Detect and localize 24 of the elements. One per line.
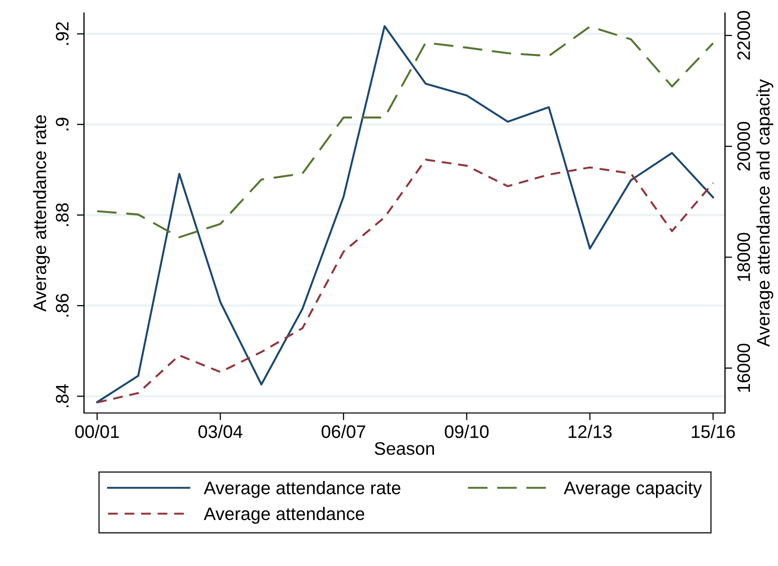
y2-tick-label: 18000 xyxy=(737,232,750,281)
y-tick-label: .84 xyxy=(56,384,69,408)
legend-label: Average attendance xyxy=(204,506,364,524)
legend-label: Average capacity xyxy=(564,481,702,498)
x-tick-label: 15/16 xyxy=(692,424,735,438)
line-series xyxy=(96,158,714,404)
x-tick-label: 03/04 xyxy=(198,424,242,438)
x-tick-label: 12/13 xyxy=(568,424,612,438)
y-tick-label: .92 xyxy=(56,22,69,45)
x-axis-title: Season xyxy=(374,442,434,455)
y2-tick-label: 20000 xyxy=(737,122,750,171)
line-series xyxy=(96,26,714,238)
y-tick-label: .9 xyxy=(56,118,69,130)
y-axis-title: Average attendance rate xyxy=(32,115,50,312)
line-series xyxy=(96,25,714,404)
y2-axis-title: Average attendance and capacity xyxy=(756,79,774,347)
legend-label: Average attendance rate xyxy=(204,481,400,498)
y-tick-label: .88 xyxy=(56,203,69,226)
x-tick-label: 09/10 xyxy=(444,424,489,438)
y2-tick-label: 22000 xyxy=(737,11,750,60)
x-tick-label: 06/07 xyxy=(322,424,366,438)
x-tick-label: 00/01 xyxy=(75,424,119,438)
y-tick-label: .86 xyxy=(56,294,69,317)
y2-tick-label: 16000 xyxy=(737,344,750,392)
